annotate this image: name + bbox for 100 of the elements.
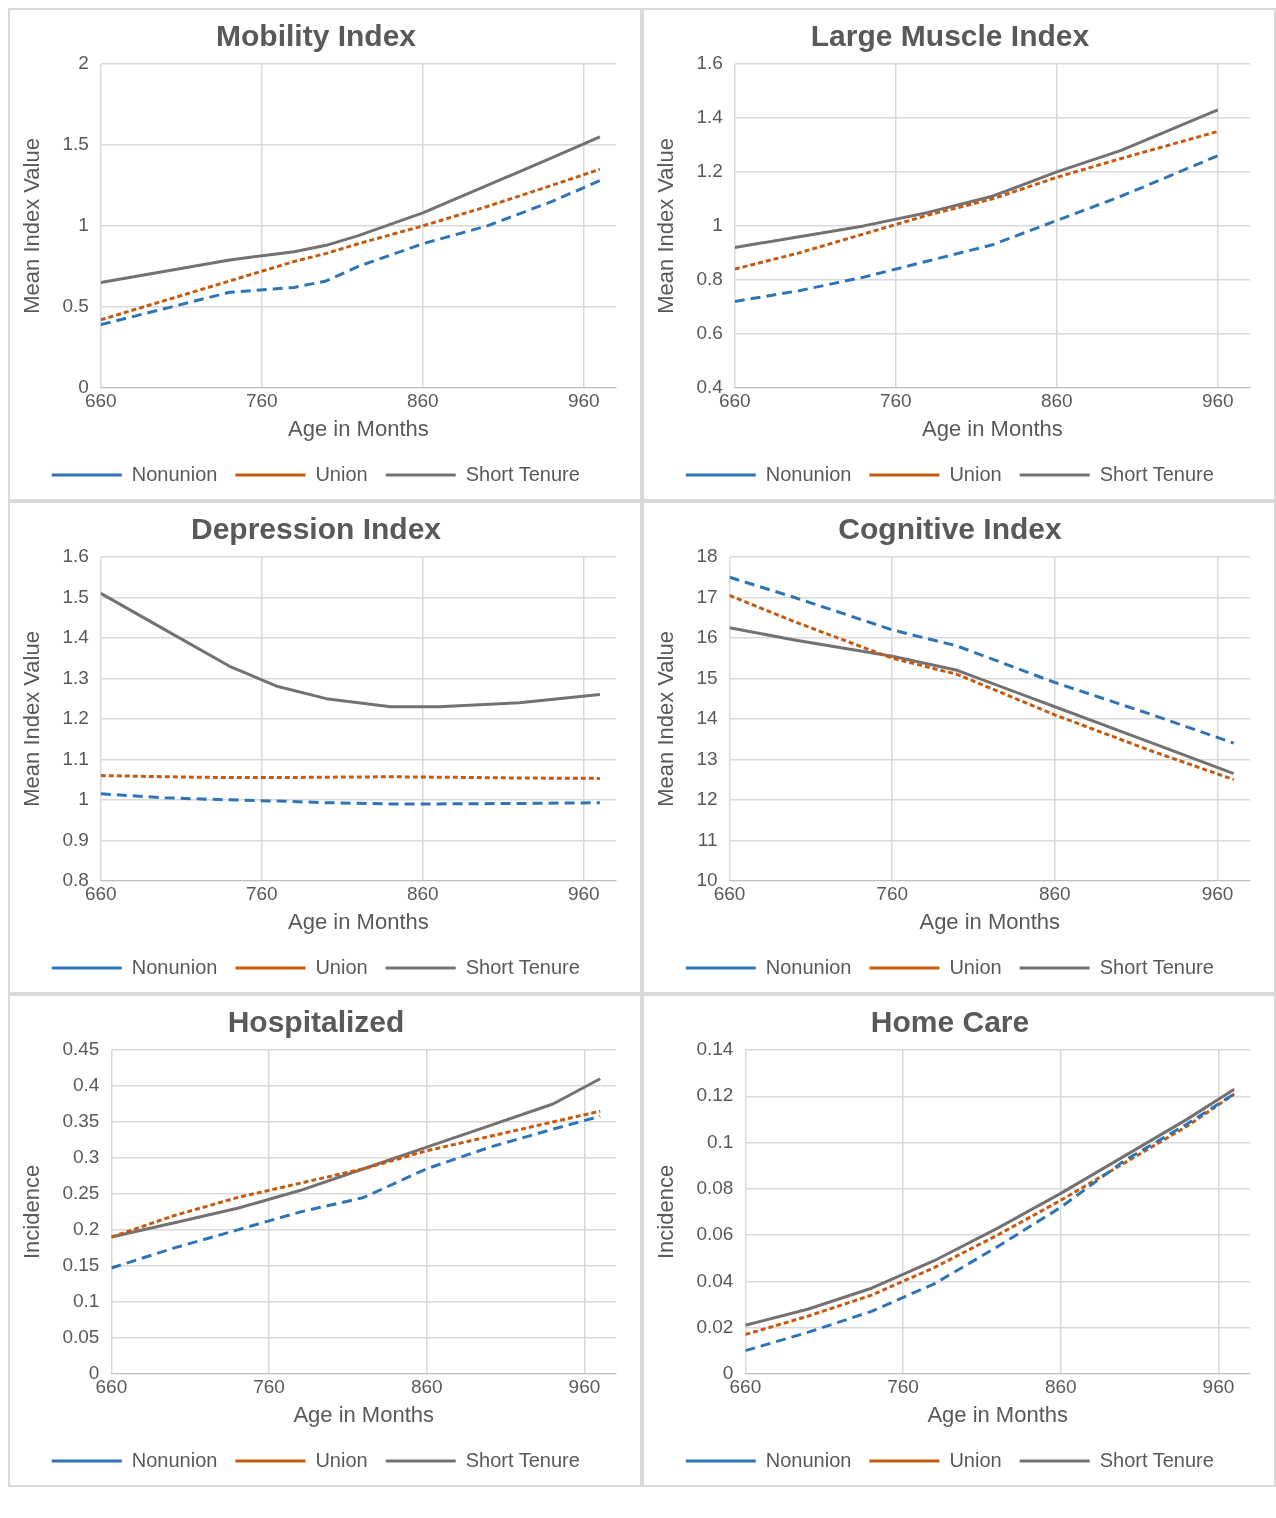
chart-title: Cognitive Index <box>838 512 1062 546</box>
y-tick-label: 1.6 <box>696 52 723 74</box>
y-tick-label: 0.35 <box>62 1110 100 1132</box>
y-tick-label: 0.05 <box>62 1326 100 1348</box>
x-tick-label: 960 <box>568 1376 601 1398</box>
y-tick-label: 15 <box>696 666 718 688</box>
y-tick-label: 1 <box>78 788 89 810</box>
legend-label: Short Tenure <box>465 1448 580 1471</box>
y-tick-label: 0.3 <box>72 1146 100 1168</box>
x-tick-label: 760 <box>253 1376 285 1398</box>
y-tick-label: 1.3 <box>62 666 89 688</box>
chart-title: Large Muscle Index <box>810 19 1090 53</box>
y-tick-label: 0.02 <box>696 1315 734 1337</box>
y-tick-label: 0.45 <box>62 1038 100 1060</box>
legend-label: Short Tenure <box>1099 1448 1214 1471</box>
legend-label: Nonunion <box>131 462 218 485</box>
y-tick-label: 1.2 <box>696 160 723 182</box>
legend-label: Nonunion <box>765 955 852 978</box>
y-tick-label: 0.04 <box>696 1269 734 1291</box>
y-tick-label: 0.5 <box>62 295 89 317</box>
y-tick-label: 0.8 <box>696 268 723 290</box>
x-tick-label: 860 <box>410 1376 443 1398</box>
legend-label: Short Tenure <box>465 955 580 978</box>
x-axis-title: Age in Months <box>288 908 429 934</box>
x-tick-label: 760 <box>879 390 912 412</box>
y-tick-label: 0.9 <box>62 828 89 850</box>
y-tick-label: 0.12 <box>696 1084 734 1106</box>
line-series <box>734 129 1220 271</box>
x-tick-label: 860 <box>1038 883 1071 905</box>
x-axis-title: Age in Months <box>919 908 1061 934</box>
y-axis-title: Mean Index Value <box>19 138 45 314</box>
y-tick-label: 0.1 <box>706 1130 734 1152</box>
y-tick-label: 1.4 <box>696 106 724 128</box>
chart-title: Depression Index <box>190 512 442 546</box>
y-tick-label: 1.1 <box>62 747 89 769</box>
legend-label: Union <box>949 955 1002 978</box>
line-series <box>729 593 1236 782</box>
legend-label: Union <box>315 462 368 485</box>
x-tick-label: 960 <box>1201 390 1234 412</box>
y-tick-label: 0.25 <box>62 1182 100 1204</box>
y-axis-title: Mean Index Value <box>19 631 45 807</box>
y-tick-label: 1.5 <box>62 585 89 607</box>
y-tick-label: 1.6 <box>62 545 89 567</box>
y-tick-label: 0.15 <box>62 1254 100 1276</box>
line-series <box>100 792 602 806</box>
legend-label: Nonunion <box>131 1448 218 1471</box>
line-series <box>729 575 1236 745</box>
y-tick-label: 11 <box>697 828 718 850</box>
x-tick-label: 860 <box>1044 1376 1077 1398</box>
line-series <box>111 1109 602 1239</box>
legend-label: Short Tenure <box>1099 462 1214 485</box>
y-tick-label: 0.4 <box>72 1074 100 1096</box>
chart-title: Hospitalized <box>227 1005 405 1039</box>
y-tick-label: 1 <box>712 214 723 236</box>
y-tick-label: 0.06 <box>696 1223 734 1245</box>
y-tick-label: 0.08 <box>696 1177 734 1199</box>
y-tick-label: 1.2 <box>62 707 89 729</box>
line-series <box>734 154 1220 303</box>
x-tick-label: 960 <box>1202 1376 1235 1398</box>
x-tick-label: 760 <box>245 390 278 412</box>
y-tick-label: 12 <box>696 788 718 810</box>
chart-title: Home Care <box>870 1005 1030 1039</box>
chart-title: Mobility Index <box>215 19 417 53</box>
y-tick-label: 0.6 <box>696 322 723 344</box>
x-tick-label: 860 <box>1040 390 1073 412</box>
x-axis-title: Age in Months <box>922 415 1063 441</box>
legend-label: Short Tenure <box>1099 955 1214 978</box>
y-tick-label: 1.5 <box>62 133 89 155</box>
legend-label: Union <box>315 955 368 978</box>
y-tick-label: 1.4 <box>62 626 90 648</box>
legend-label: Union <box>949 462 1002 485</box>
x-tick-label: 760 <box>887 1376 919 1398</box>
legend-label: Union <box>949 1448 1002 1471</box>
x-tick-label: 960 <box>1201 883 1234 905</box>
y-axis-title: Mean Index Value <box>653 138 679 314</box>
line-series <box>111 1114 602 1270</box>
x-axis-title: Age in Months <box>293 1401 435 1427</box>
y-tick-label: 16 <box>696 626 718 648</box>
legend-label: Union <box>315 1448 368 1471</box>
legend-label: Nonunion <box>131 955 218 978</box>
y-tick-label: 1 <box>78 214 89 236</box>
x-tick-label: 860 <box>406 390 439 412</box>
y-tick-label: 0.2 <box>72 1218 100 1240</box>
y-tick-label: 13 <box>696 747 718 769</box>
y-tick-label: 0.14 <box>696 1038 734 1060</box>
y-axis-title: Incidence <box>19 1164 45 1259</box>
y-tick-label: 0.1 <box>72 1290 100 1312</box>
x-tick-label: 960 <box>567 390 600 412</box>
y-tick-label: 14 <box>696 707 718 729</box>
x-axis-title: Age in Months <box>288 415 429 441</box>
x-tick-label: 760 <box>245 883 278 905</box>
y-axis-title: Incidence <box>653 1164 679 1259</box>
legend-label: Short Tenure <box>465 462 580 485</box>
y-axis-title: Mean Index Value <box>653 631 679 807</box>
y-tick-label: 17 <box>696 585 718 607</box>
legend-label: Nonunion <box>765 462 852 485</box>
x-tick-label: 960 <box>567 883 600 905</box>
y-tick-label: 18 <box>696 545 718 567</box>
y-tick-label: 2 <box>78 52 89 74</box>
x-tick-label: 760 <box>876 883 909 905</box>
